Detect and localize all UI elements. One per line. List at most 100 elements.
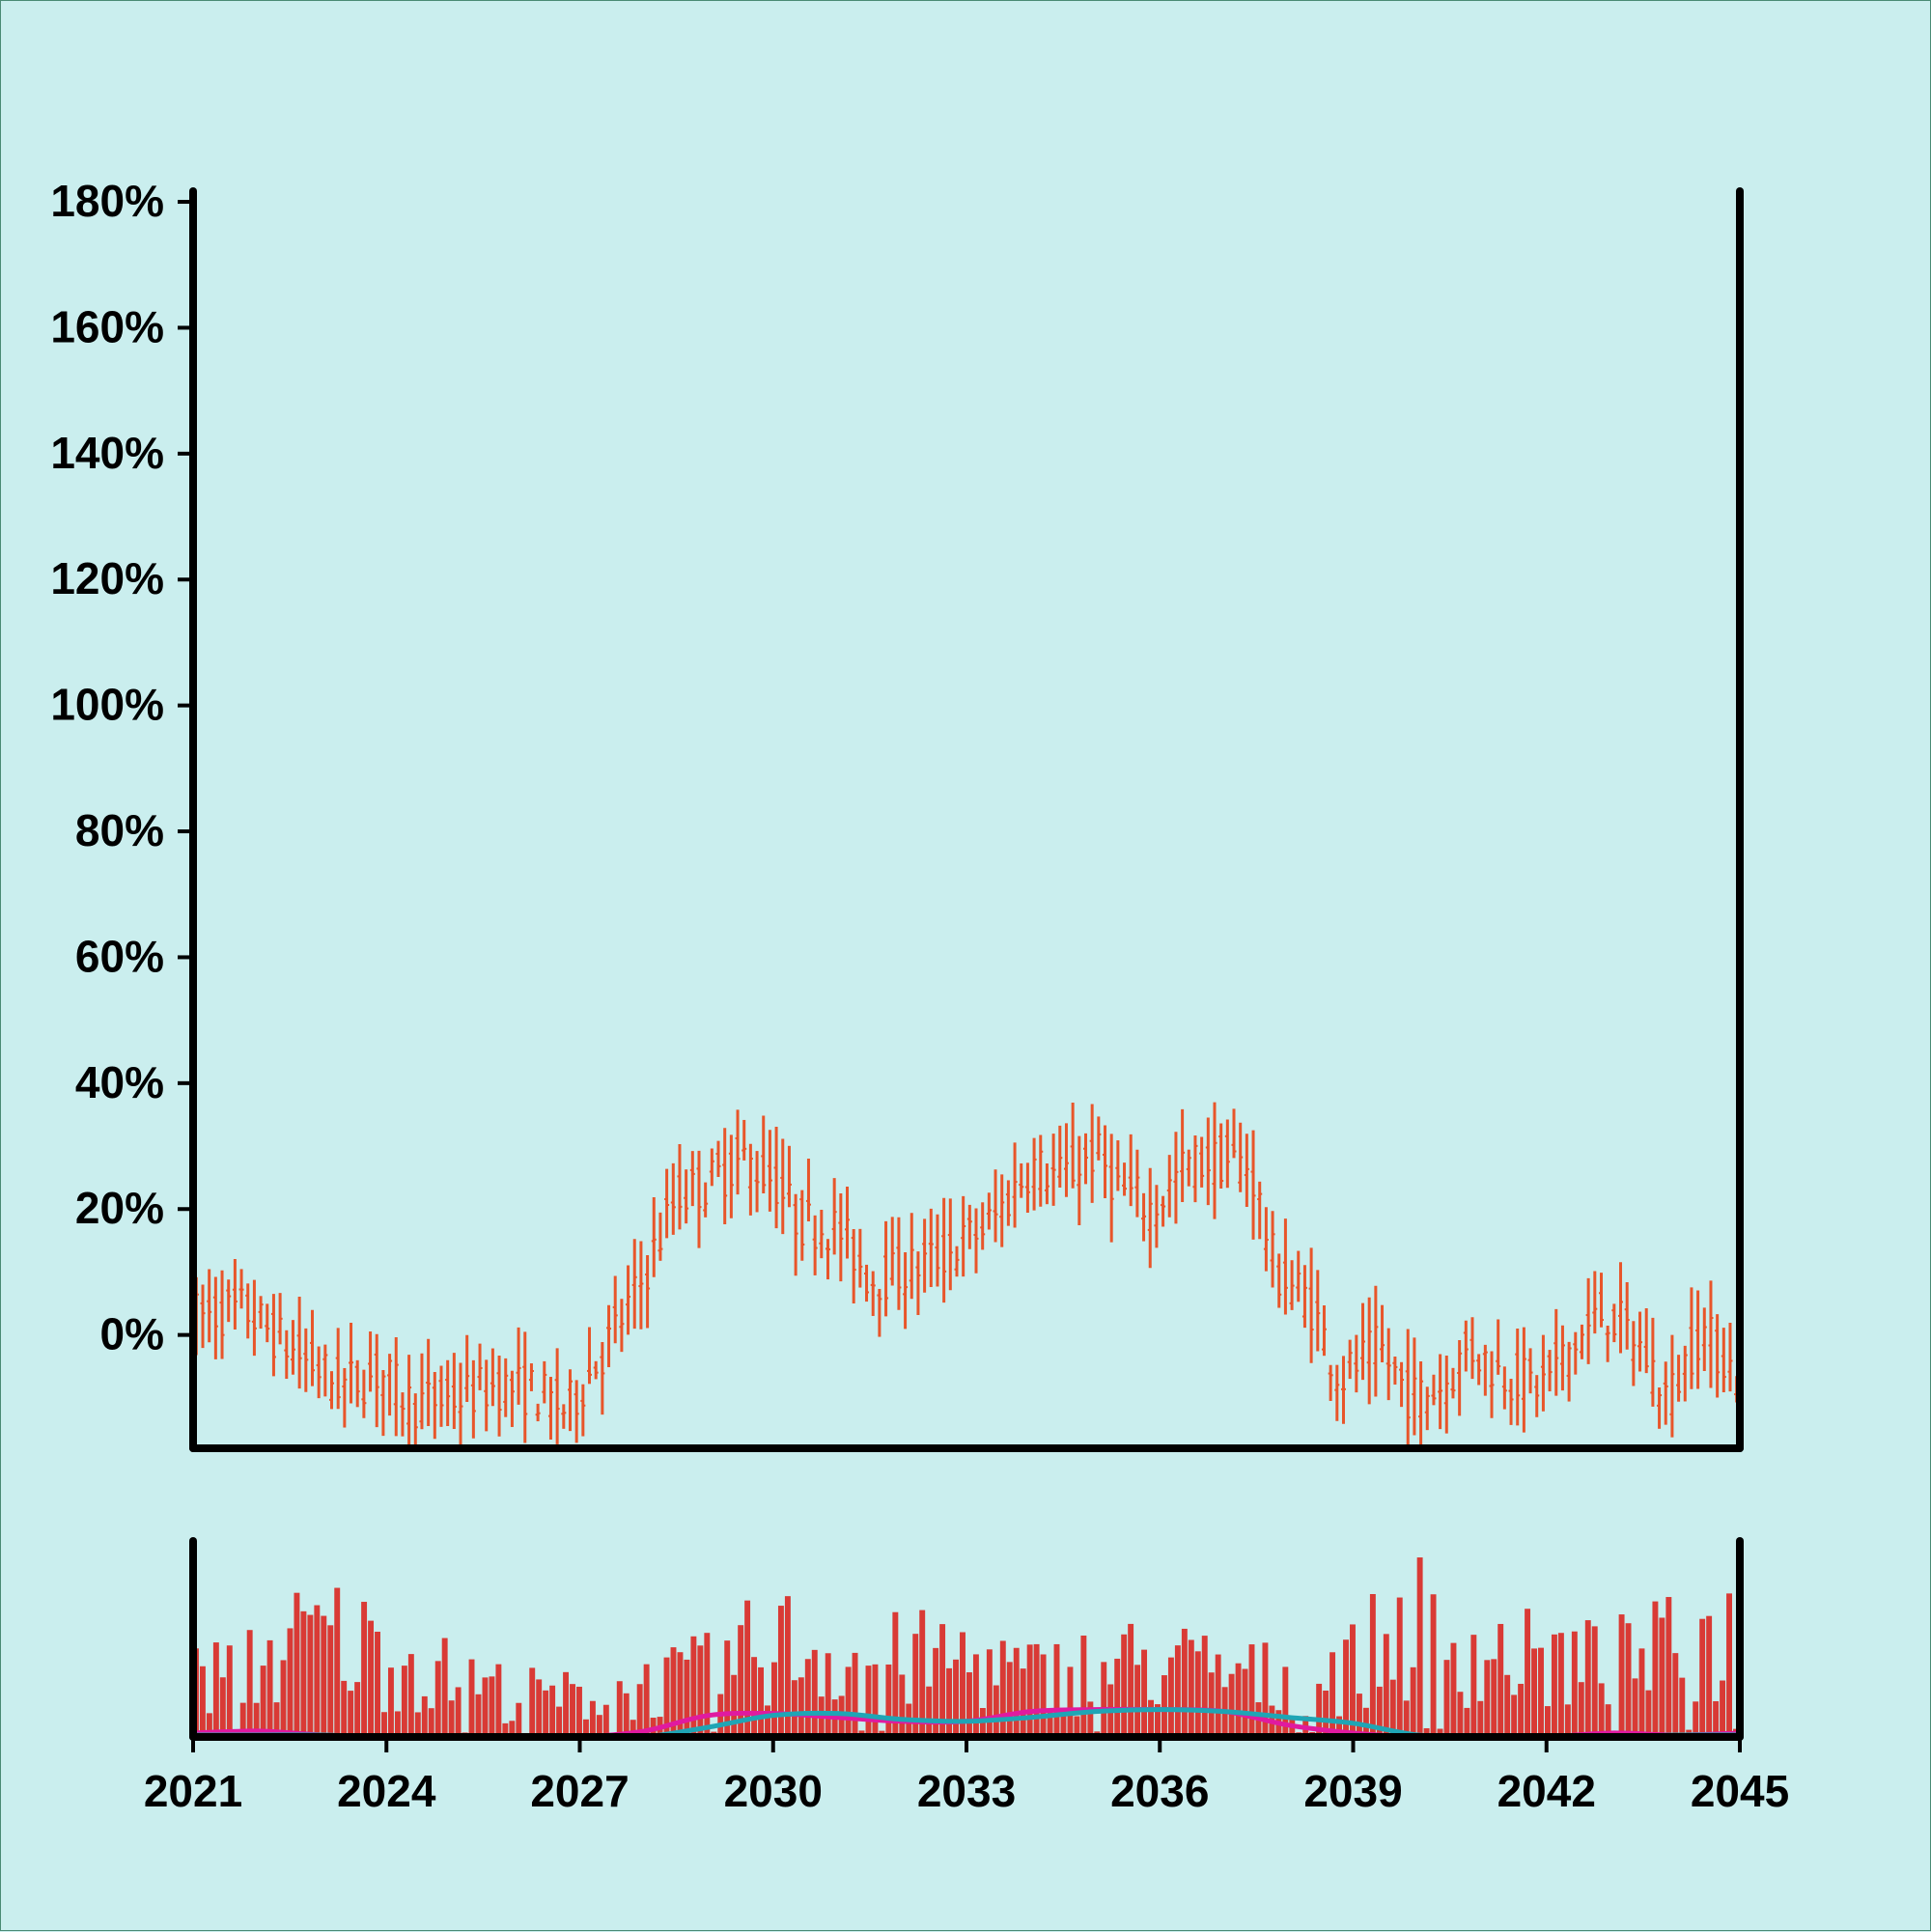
volume-bar [865, 1666, 872, 1737]
volume-bar [1053, 1643, 1060, 1737]
volume-bar [1161, 1675, 1167, 1737]
y-tick-label: 120% [50, 553, 164, 603]
volume-bar [1571, 1631, 1578, 1737]
y-tick-label: 180% [50, 176, 164, 226]
volume-bar [616, 1681, 623, 1737]
volume-bar [1464, 1707, 1470, 1737]
volume-bar [1181, 1628, 1188, 1737]
volume-bar [280, 1660, 287, 1737]
volume-bar [912, 1634, 919, 1737]
volume-bar [690, 1636, 697, 1737]
volume-bar [1242, 1668, 1248, 1737]
volume-bar [387, 1667, 394, 1737]
volume-bar [845, 1666, 852, 1737]
volume-bar [1080, 1635, 1087, 1737]
volume-bar [738, 1625, 744, 1737]
volume-bar [972, 1654, 979, 1737]
volume-bar [475, 1694, 482, 1737]
volume-bar [643, 1664, 650, 1737]
volume-bar [1726, 1593, 1732, 1737]
volume-bar [1699, 1618, 1706, 1737]
volume-bar [1362, 1707, 1369, 1737]
volume-bar [872, 1664, 879, 1737]
volume-bar [1121, 1634, 1128, 1737]
y-tick-label: 100% [50, 680, 164, 730]
volume-bar [1148, 1699, 1154, 1737]
volume-bar [206, 1713, 212, 1737]
volume-bar [226, 1645, 233, 1737]
y-tick-label: 140% [50, 428, 164, 478]
volume-bar [724, 1640, 731, 1737]
volume-bar [1087, 1701, 1094, 1737]
volume-bar [354, 1682, 361, 1737]
volume-bar [1713, 1700, 1720, 1737]
volume-bar [1720, 1680, 1726, 1737]
volume-bar [1248, 1644, 1255, 1737]
volume-bar [596, 1715, 602, 1737]
volume-bar [1067, 1666, 1074, 1737]
volume-bar [549, 1685, 556, 1737]
x-tick-label: 2027 [530, 1766, 629, 1816]
volume-bar [1665, 1597, 1672, 1737]
volume-bar [489, 1676, 495, 1737]
volume-bar [414, 1712, 421, 1737]
volume-bar [1383, 1634, 1389, 1737]
volume-bar [1074, 1716, 1080, 1737]
volume-bar [361, 1602, 368, 1737]
volume-bar [825, 1653, 831, 1737]
y-tick-label: 0% [100, 1309, 164, 1359]
volume-bar [1396, 1597, 1403, 1737]
volume-bar [751, 1657, 758, 1737]
volume-bar [1491, 1659, 1497, 1737]
volume-bar [556, 1706, 563, 1737]
volume-bar [1706, 1615, 1713, 1737]
volume-bar [1538, 1647, 1544, 1737]
indicator-line-teal [193, 1707, 1740, 1737]
volume-bar [1450, 1642, 1457, 1737]
volume-bar [804, 1659, 811, 1737]
volume-bar [1410, 1666, 1416, 1737]
volume-bar [1423, 1727, 1430, 1737]
volume-bar [381, 1712, 387, 1737]
volume-bar [892, 1611, 899, 1737]
volume-bar [1437, 1728, 1443, 1737]
volume-bar [1167, 1657, 1174, 1737]
volume-bar [1545, 1706, 1551, 1737]
volume-bar [1336, 1716, 1343, 1737]
volume-bar [966, 1672, 972, 1737]
volume-bar [1598, 1683, 1605, 1737]
volume-bar [784, 1596, 791, 1737]
volume-bar [758, 1666, 764, 1737]
volume-bar [993, 1685, 999, 1737]
volume-bar [246, 1630, 253, 1737]
volume-bar [401, 1666, 407, 1737]
volume-bar [1578, 1682, 1584, 1737]
x-tick-label: 2039 [1303, 1766, 1402, 1816]
volume-bar [986, 1649, 993, 1737]
volume-bar [516, 1702, 522, 1737]
volume-bar [1525, 1609, 1531, 1737]
volume-bar [434, 1661, 441, 1737]
volume-bar [1006, 1662, 1013, 1737]
volume-bar [1443, 1660, 1450, 1737]
volume-bar [1511, 1694, 1518, 1737]
volume-bar [421, 1695, 428, 1737]
volume-bar [1194, 1651, 1201, 1737]
volume-bar [933, 1647, 939, 1737]
volume-bar [1416, 1557, 1423, 1737]
volume-bar [1497, 1623, 1504, 1737]
volume-bar [1389, 1679, 1396, 1737]
volume-bar [375, 1631, 380, 1737]
volume-bar [495, 1664, 502, 1737]
volume-bar [1470, 1635, 1477, 1737]
volume-bar [1693, 1701, 1699, 1737]
x-axis-ticks: 2021 2024 2027 2030 2033 2036 2039 2042 2045 [144, 1737, 1789, 1816]
volume-bar [1531, 1648, 1537, 1737]
volume-bar [1033, 1643, 1040, 1737]
volume-bar [663, 1657, 670, 1737]
volume-bar [1457, 1692, 1464, 1737]
volume-bar [771, 1662, 777, 1737]
volume-bar [407, 1654, 414, 1737]
volume-bar [448, 1700, 455, 1737]
